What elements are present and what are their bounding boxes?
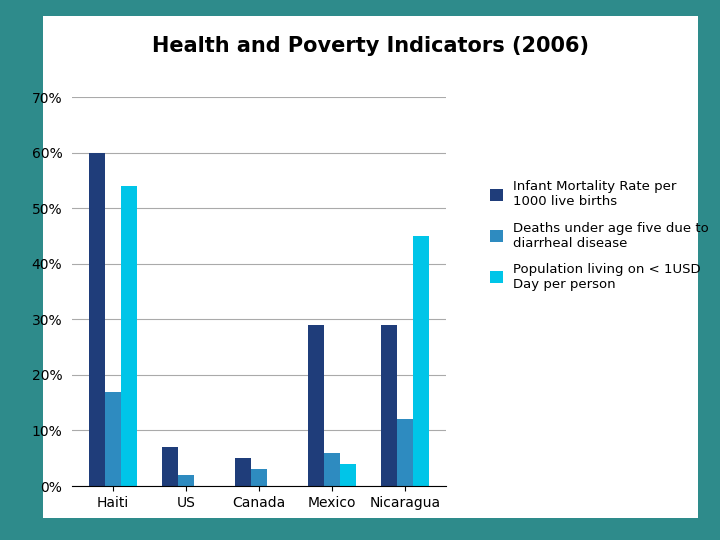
Bar: [413, 236, 429, 486]
Bar: [324, 453, 341, 486]
Bar: [381, 325, 397, 486]
Bar: [121, 186, 138, 486]
Bar: [251, 469, 267, 486]
Bar: [235, 458, 251, 486]
Bar: [341, 464, 356, 486]
Bar: [397, 420, 413, 486]
Bar: [308, 325, 324, 486]
Text: Health and Poverty Indicators (2006): Health and Poverty Indicators (2006): [153, 36, 589, 56]
Bar: [105, 392, 121, 486]
Bar: [89, 153, 105, 486]
Legend: Infant Mortality Rate per
1000 live births, Deaths under age five due to
diarrhe: Infant Mortality Rate per 1000 live birt…: [483, 174, 716, 298]
Bar: [162, 447, 178, 486]
Bar: [178, 475, 194, 486]
